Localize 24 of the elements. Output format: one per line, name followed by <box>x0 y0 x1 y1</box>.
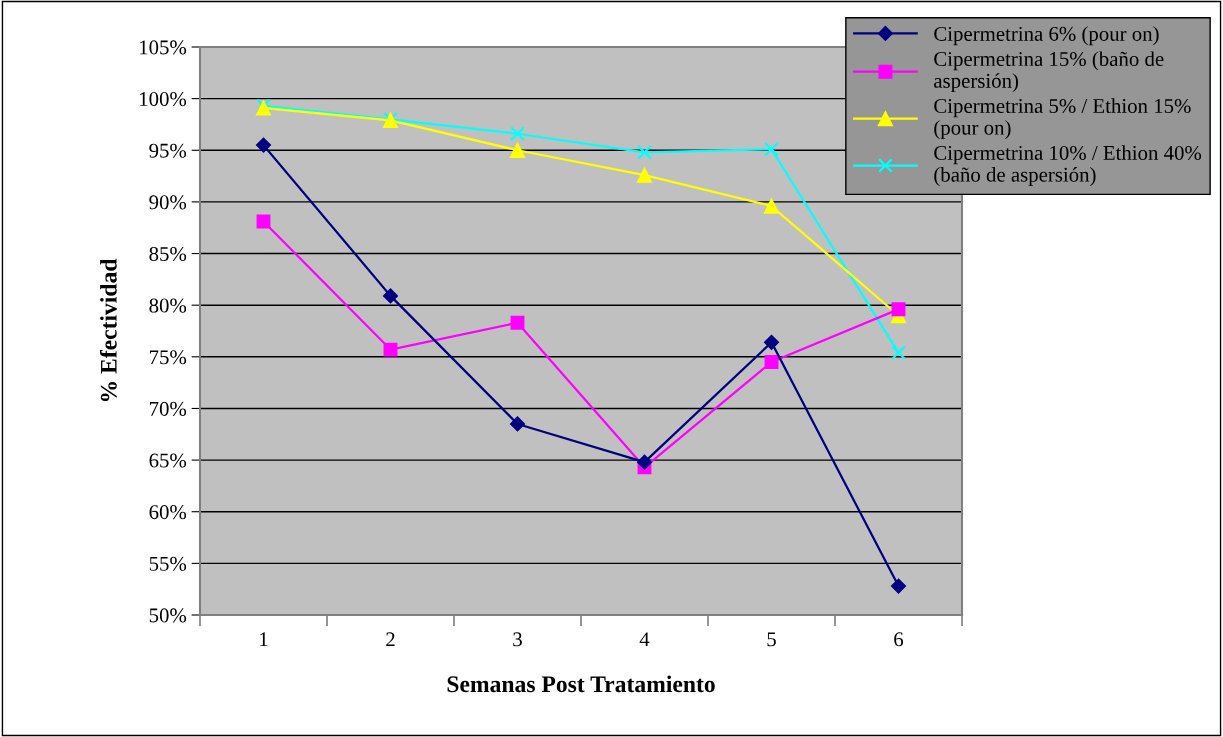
y-tick-label: 80% <box>149 298 187 313</box>
x-tick-label: 2 <box>386 632 395 647</box>
y-tick-label: 100% <box>140 92 187 107</box>
y-tick-label: 50% <box>149 608 187 623</box>
legend-label: Cipermetrina 15% (baño de aspersión) <box>934 51 1164 93</box>
y-tick-label: 70% <box>149 401 187 416</box>
x-axis-title: Semanas Post Tratamiento <box>447 675 715 693</box>
y-tick-label: 65% <box>149 453 187 468</box>
y-tick-label: 60% <box>149 505 187 520</box>
y-tick-label: 75% <box>149 350 187 365</box>
legend-label: Cipermetrina 6% (pour on) <box>934 26 1159 46</box>
x-tick-label: 6 <box>894 632 904 647</box>
legend-label: Cipermetrina 10% / Ethion 40% (baño de aspersión) <box>934 145 1202 186</box>
x-tick-label: 1 <box>260 632 268 647</box>
y-tick-label: 85% <box>149 246 187 262</box>
y-tick-label: 105% <box>140 40 187 55</box>
x-tick-label: 5 <box>767 632 776 647</box>
y-tick-label: 90% <box>149 195 187 210</box>
x-tick-label: 3 <box>513 632 522 647</box>
y-tick-label: 55% <box>149 556 187 571</box>
y-axis-title: % Efectividad <box>99 258 117 402</box>
x-tick-label: 4 <box>639 632 650 647</box>
legend-label: Cipermetrina 5% / Ethion 15% (pour on) <box>934 98 1191 140</box>
y-tick-label: 95% <box>149 143 187 158</box>
